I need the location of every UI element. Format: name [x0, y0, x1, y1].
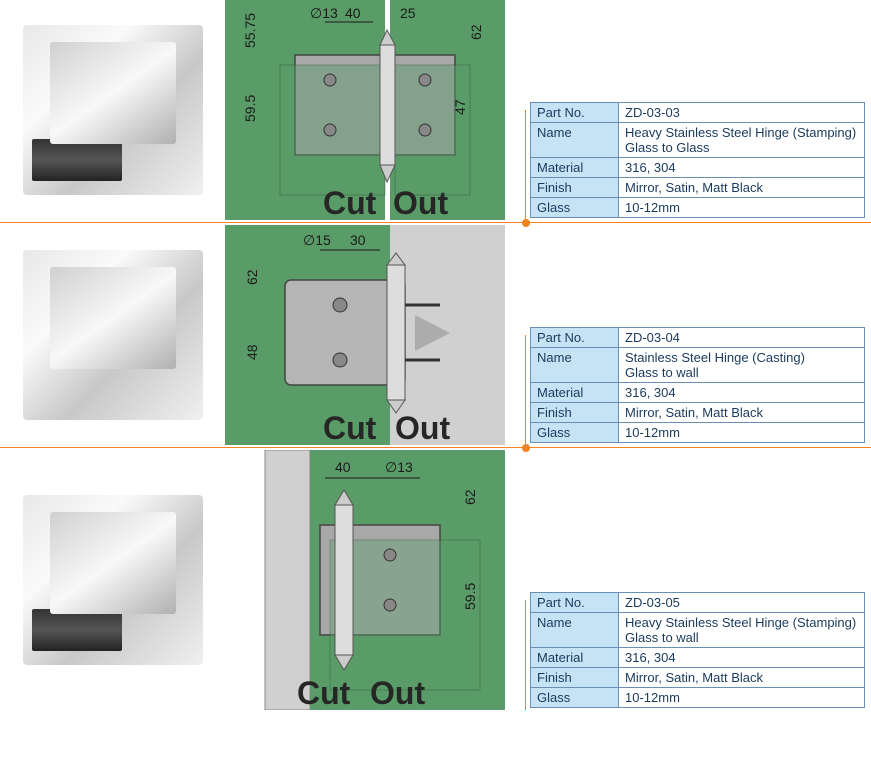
connector-line: [525, 335, 526, 445]
table-row: Part No.ZD-03-04: [531, 328, 865, 348]
table-row: Glass10-12mm: [531, 688, 865, 708]
svg-text:40: 40: [345, 5, 361, 21]
svg-text:62: 62: [462, 489, 478, 505]
product-row: 40 ∅13 62 59.5 Cut Out Part No.ZD-03-05 …: [0, 450, 871, 710]
label-finish: Finish: [531, 403, 619, 423]
out-label: Out: [370, 675, 425, 712]
value-finish: Mirror, Satin, Matt Black: [619, 403, 865, 423]
label-material: Material: [531, 158, 619, 178]
out-label: Out: [393, 185, 448, 222]
cut-label: Cut: [323, 185, 376, 222]
table-row: NameHeavy Stainless Steel Hinge (Stampin…: [531, 613, 865, 648]
diagram: ∅15 30 62 48 Cut Out: [225, 225, 520, 445]
table-row: FinishMirror, Satin, Matt Black: [531, 403, 865, 423]
product-row: ∅15 30 62 48 Cut Out Part No.ZD-03-04 Na…: [0, 225, 871, 445]
table-row: NameStainless Steel Hinge (Casting) Glas…: [531, 348, 865, 383]
svg-text:59.5: 59.5: [462, 583, 478, 610]
label-material: Material: [531, 648, 619, 668]
svg-text:48: 48: [244, 344, 260, 360]
label-name: Name: [531, 123, 619, 158]
section-divider: [0, 447, 871, 448]
table-row: Part No.ZD-03-03: [531, 103, 865, 123]
value-glass: 10-12mm: [619, 198, 865, 218]
spec-table: Part No.ZD-03-03 NameHeavy Stainless Ste…: [530, 102, 865, 218]
svg-text:59.5: 59.5: [242, 95, 258, 122]
table-row: FinishMirror, Satin, Matt Black: [531, 178, 865, 198]
spec-table: Part No.ZD-03-04 NameStainless Steel Hin…: [530, 327, 865, 443]
section-divider: [0, 222, 871, 223]
value-material: 316, 304: [619, 648, 865, 668]
table-row: Material316, 304: [531, 648, 865, 668]
label-finish: Finish: [531, 178, 619, 198]
diagram: ∅13 40 25 62 47 55.75 59.5 Cut Out: [225, 0, 520, 220]
cut-label: Cut: [323, 410, 376, 447]
value-glass: 10-12mm: [619, 688, 865, 708]
table-row: Material316, 304: [531, 158, 865, 178]
spec-table: Part No.ZD-03-05 NameHeavy Stainless Ste…: [530, 592, 865, 708]
value-name: Stainless Steel Hinge (Casting) Glass to…: [619, 348, 865, 383]
svg-text:40: 40: [335, 459, 351, 475]
svg-text:47: 47: [452, 99, 468, 115]
diagram: 40 ∅13 62 59.5 Cut Out: [225, 450, 520, 710]
product-row: ∅13 40 25 62 47 55.75 59.5 Cut Out Part …: [0, 0, 871, 220]
connector-line: [525, 110, 526, 220]
table-row: FinishMirror, Satin, Matt Black: [531, 668, 865, 688]
label-partno: Part No.: [531, 328, 619, 348]
value-finish: Mirror, Satin, Matt Black: [619, 668, 865, 688]
label-glass: Glass: [531, 423, 619, 443]
table-row: NameHeavy Stainless Steel Hinge (Stampin…: [531, 123, 865, 158]
label-partno: Part No.: [531, 593, 619, 613]
value-partno: ZD-03-05: [619, 593, 865, 613]
label-name: Name: [531, 613, 619, 648]
value-glass: 10-12mm: [619, 423, 865, 443]
out-label: Out: [395, 410, 450, 447]
connector-line: [525, 600, 526, 710]
label-material: Material: [531, 383, 619, 403]
table-row: Part No.ZD-03-05: [531, 593, 865, 613]
value-material: 316, 304: [619, 158, 865, 178]
svg-text:62: 62: [244, 269, 260, 285]
value-partno: ZD-03-04: [619, 328, 865, 348]
cut-label: Cut: [297, 675, 350, 712]
svg-text:∅13: ∅13: [385, 459, 413, 475]
table-row: Glass10-12mm: [531, 423, 865, 443]
label-glass: Glass: [531, 688, 619, 708]
svg-text:30: 30: [350, 232, 366, 248]
svg-text:25: 25: [400, 5, 416, 21]
product-photo: [0, 0, 225, 220]
table-row: Material316, 304: [531, 383, 865, 403]
value-name: Heavy Stainless Steel Hinge (Stamping) G…: [619, 613, 865, 648]
table-row: Glass10-12mm: [531, 198, 865, 218]
value-material: 316, 304: [619, 383, 865, 403]
product-photo: [0, 450, 225, 710]
label-partno: Part No.: [531, 103, 619, 123]
svg-text:62: 62: [468, 24, 484, 40]
value-name: Heavy Stainless Steel Hinge (Stamping) G…: [619, 123, 865, 158]
svg-text:∅13: ∅13: [310, 5, 338, 21]
value-partno: ZD-03-03: [619, 103, 865, 123]
value-finish: Mirror, Satin, Matt Black: [619, 178, 865, 198]
svg-text:∅15: ∅15: [303, 232, 331, 248]
label-glass: Glass: [531, 198, 619, 218]
svg-text:55.75: 55.75: [242, 13, 258, 48]
label-name: Name: [531, 348, 619, 383]
product-photo: [0, 225, 225, 445]
label-finish: Finish: [531, 668, 619, 688]
